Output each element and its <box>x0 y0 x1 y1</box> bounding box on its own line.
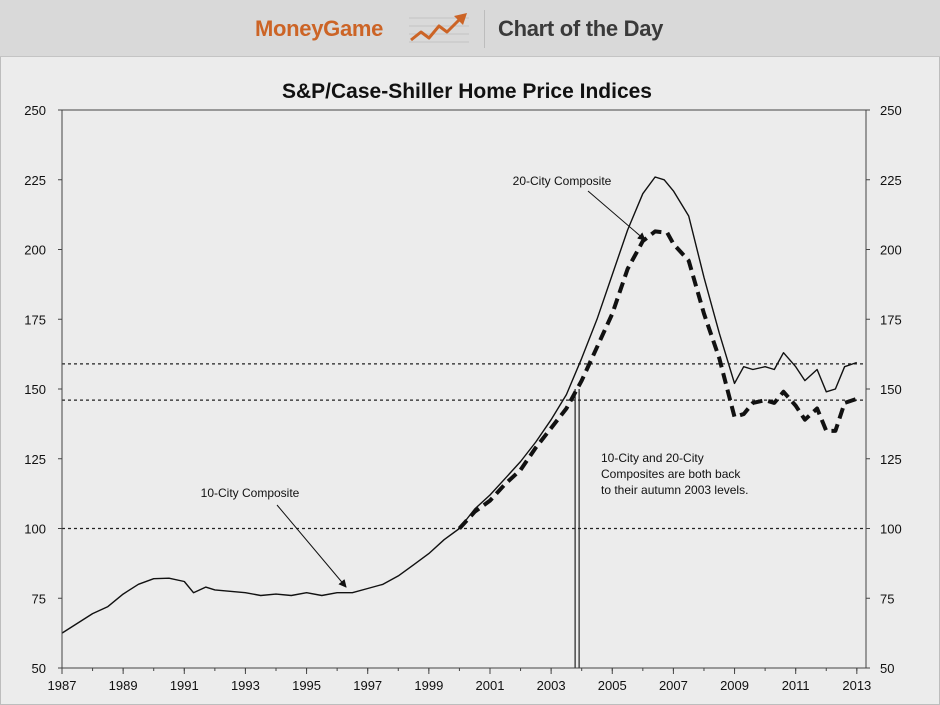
10-city-composite-line <box>61 176 858 634</box>
annotation-autumn-2003-line: 10-City and 20-City <box>601 451 704 465</box>
y-tick-label: 250 <box>24 103 46 118</box>
y-tick-label-right: 175 <box>880 312 902 327</box>
y-tick-label-right: 225 <box>880 173 902 188</box>
x-tick-label: 2003 <box>537 678 566 693</box>
x-tick-label: 1991 <box>170 678 199 693</box>
x-tick-label: 1989 <box>109 678 138 693</box>
x-tick-label: 1987 <box>48 678 77 693</box>
plot-area <box>61 109 867 669</box>
y-tick-label: 225 <box>24 173 46 188</box>
y-tick-label: 100 <box>24 522 46 537</box>
trend-arrow-icon <box>409 13 469 43</box>
section-title: Chart of the Day <box>498 16 664 41</box>
annotation-10-city-arrow <box>276 504 347 588</box>
annotation-autumn-2003-line: to their autumn 2003 levels. <box>601 483 748 497</box>
x-tick-label: 1995 <box>292 678 321 693</box>
y-tick-label-right: 100 <box>880 522 902 537</box>
y-tick-label: 175 <box>24 312 46 327</box>
y-tick-label-right: 150 <box>880 382 902 397</box>
x-tick-label: 2009 <box>720 678 749 693</box>
y-tick-label: 200 <box>24 243 46 258</box>
brand-logo-text[interactable]: MoneyGame <box>255 16 384 41</box>
x-tick-label: 1999 <box>414 678 443 693</box>
banner-separator <box>484 10 485 48</box>
y-tick-label-right: 200 <box>880 243 902 258</box>
x-tick-label: 2013 <box>842 678 871 693</box>
annotation-10-city-label: 10-City Composite <box>201 486 300 500</box>
x-tick-label: 2011 <box>782 678 810 693</box>
x-tick-label: 1993 <box>231 678 260 693</box>
y-tick-label-right: 250 <box>880 103 902 118</box>
y-tick-label: 75 <box>32 591 46 606</box>
y-tick-label: 50 <box>32 661 46 676</box>
y-tick-label-right: 50 <box>880 661 894 676</box>
x-tick-label: 2005 <box>598 678 627 693</box>
y-tick-label: 150 <box>24 382 46 397</box>
x-tick-label: 2007 <box>659 678 688 693</box>
y-tick-label-right: 75 <box>880 591 894 606</box>
annotation-20-city-label: 20-City Composite <box>513 174 612 188</box>
chart-title: S&P/Case-Shiller Home Price Indices <box>282 80 652 103</box>
annotation-autumn-2003-line: Composites are both back <box>601 467 741 481</box>
header-banner: MoneyGame Chart of the Day <box>0 0 940 57</box>
x-tick-label: 1997 <box>353 678 382 693</box>
20-city-composite-line <box>457 229 858 530</box>
annotation-20-city-arrow <box>587 190 646 241</box>
x-tick-label: 2001 <box>476 678 505 693</box>
y-tick-label: 125 <box>24 452 46 467</box>
y-tick-label-right: 125 <box>880 452 902 467</box>
